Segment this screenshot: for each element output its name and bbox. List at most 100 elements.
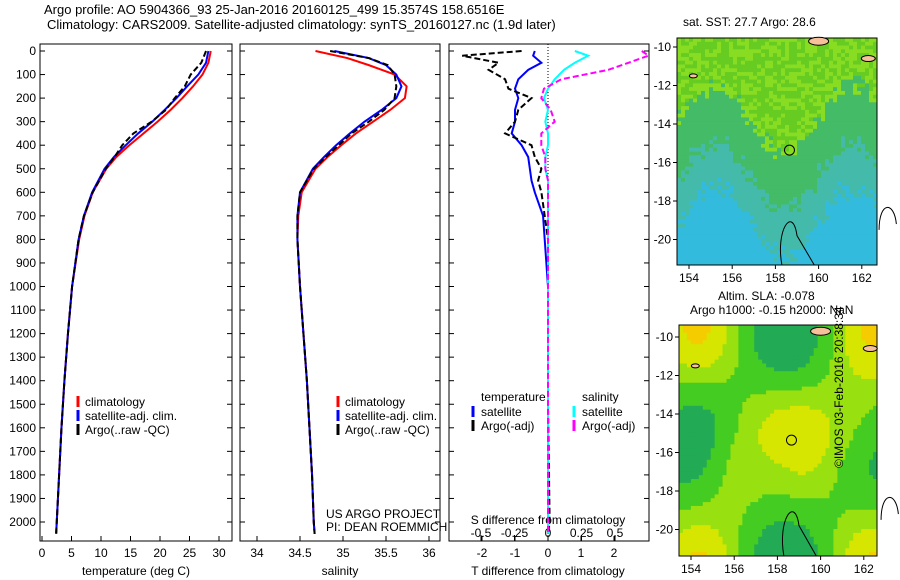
sla-map-cell [722, 348, 728, 353]
sst-map-cell [713, 174, 718, 179]
sla-map-cell [873, 405, 878, 411]
sla-map-cell [853, 382, 858, 388]
sla-map-cell [837, 382, 842, 388]
sst-map-cell [801, 94, 806, 100]
diff-series-S-Argo-adj- [540, 50, 651, 534]
sst-map-cell [697, 196, 702, 202]
sst-map-cell [705, 151, 710, 156]
sst-map-cell [813, 151, 818, 156]
sla-map-cell [686, 421, 692, 426]
sst-map-cell [853, 208, 858, 213]
sla-map-cell [813, 363, 819, 368]
sst-map-cell [833, 143, 838, 149]
sst-map-cell [865, 177, 870, 183]
sst-map-cell [857, 128, 862, 134]
sst-map-cell [849, 223, 854, 228]
sla-map-cell [785, 448, 791, 453]
sla-map-cell [770, 413, 775, 418]
sla-map-cell [793, 428, 799, 434]
sst-map-cell [729, 166, 734, 171]
sla-map-cell [789, 336, 795, 341]
sst-map-cell [749, 94, 754, 100]
sla-map-cell [781, 332, 787, 338]
sla-map-cell [718, 405, 724, 411]
sst-map-cell [721, 49, 726, 54]
sst-map-cell [769, 170, 774, 175]
sst-map-cell [853, 170, 858, 175]
sla-map-cell [797, 452, 803, 457]
sst-map-cell [709, 94, 714, 100]
sst-map-cell [753, 125, 758, 130]
sst-map-cell [765, 83, 770, 88]
sst-map-cell [765, 98, 770, 103]
sla-map-cell [817, 375, 823, 380]
sst-map-cell [729, 238, 734, 243]
sst-map-cell [857, 155, 862, 160]
sla-map-cell [710, 390, 716, 395]
sla-map-cell [845, 421, 850, 426]
sla-map-cell [809, 409, 815, 415]
sla-map-cell [833, 359, 838, 364]
sst-map-cell [701, 234, 706, 240]
sst-map-cell [769, 87, 774, 92]
sst-map-cell [821, 136, 826, 141]
sst-map-cell [841, 117, 846, 122]
sst-map-cell [721, 170, 726, 175]
sla-map-cell [837, 344, 842, 349]
sla-map-cell [706, 405, 712, 411]
sla-map-cell [679, 436, 684, 441]
sst-map-cell [733, 72, 738, 77]
sst-map-cell [677, 98, 682, 103]
depth-tick-label: 2000 [9, 515, 36, 529]
sst-map-cell [757, 177, 762, 183]
sst-map-cell [845, 140, 850, 145]
sst-map-cell [873, 72, 878, 77]
sst-map-cell [757, 53, 762, 58]
sla-map-cell [679, 332, 684, 338]
sla-map-cell [766, 425, 771, 430]
diff-series-S-satellite [542, 50, 591, 534]
sst-map-cell [733, 117, 738, 122]
sst-map-cell [785, 45, 790, 50]
sst-map-cell [817, 170, 822, 175]
sst-map-cell [861, 132, 866, 137]
sla-map-cell [738, 378, 743, 384]
sla-map-cell [770, 432, 775, 438]
sla-map-cell [845, 444, 850, 449]
sst-map-cell [737, 159, 742, 164]
sla-map-cell [817, 428, 823, 434]
sla-map-cell [781, 421, 787, 426]
sst-map-cell [789, 128, 794, 134]
sst-map-cell [737, 155, 742, 160]
sst-map-cell [689, 102, 694, 107]
sst-map-cell [825, 196, 830, 202]
sst-map-cell [733, 113, 738, 118]
sla-map-cell [865, 398, 870, 403]
sla-map-cell [857, 432, 862, 438]
sst-map-cell [817, 174, 822, 179]
sst-map-cell [789, 193, 794, 198]
sla-map-cell [690, 402, 696, 407]
panel-frame-2 [239, 43, 441, 542]
sst-map-cell [821, 64, 826, 69]
sla-map-cell [789, 444, 795, 449]
sst-map-cell [821, 83, 826, 88]
sst-map-cell [753, 193, 758, 198]
sst-map-cell [845, 94, 850, 100]
sst-map-cell [805, 53, 810, 58]
sst-map-cell [709, 143, 714, 149]
sst-map-cell [729, 219, 734, 224]
sst-map-cell [709, 151, 714, 156]
sst-map-cell [713, 125, 718, 130]
sla-map-cell [742, 398, 747, 403]
sst-map-cell [693, 159, 698, 164]
sla-map-cell [758, 348, 763, 353]
sla-map-cell [861, 378, 866, 384]
sst-map-cell [841, 68, 846, 73]
sla-map-cell [746, 382, 751, 388]
sst-map-cell [733, 257, 738, 262]
sla-map-cell [746, 378, 751, 384]
sst-map-cell [733, 242, 738, 247]
sla-map-cell [690, 351, 696, 357]
sst-map-cell [793, 132, 798, 137]
